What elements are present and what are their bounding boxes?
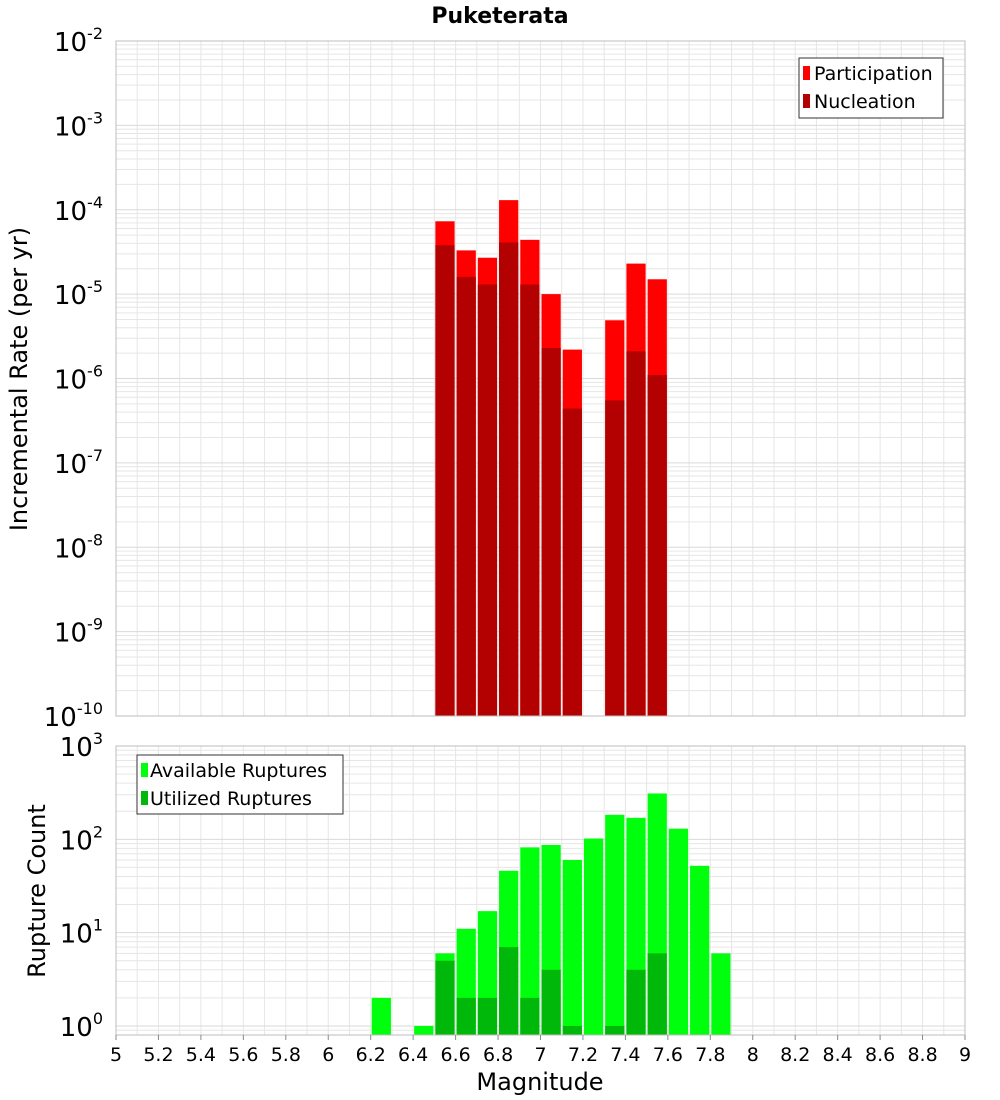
top-plot-frame (115, 40, 966, 717)
bar-utilized (605, 1025, 625, 1035)
x-tick-label: 7.4 (610, 1044, 640, 1066)
x-tick-label: 8.2 (780, 1044, 810, 1066)
x-axis-label: Magnitude (476, 1068, 603, 1096)
top-panel: 10-10 10-9 10-8 10-7 10-6 10-5 10-4 10-3 10-2 In… (5, 24, 966, 733)
y-tick-label: 10-10 (44, 699, 103, 733)
y-tick-label: 100 (60, 1009, 103, 1043)
y-tick-label: 103 (60, 729, 103, 763)
bottom-legend: Available Ruptures Utilized Ruptures (136, 754, 344, 815)
y-tick-label: 10-3 (54, 108, 103, 142)
bar-available (605, 814, 625, 1035)
bar-nucleation (541, 347, 561, 716)
x-tick-label: 7.8 (695, 1044, 725, 1066)
y-tick-label: 10-5 (54, 277, 103, 311)
x-tick-label: 8.6 (865, 1044, 895, 1066)
bar-available (583, 838, 604, 1035)
bar-nucleation (605, 400, 625, 716)
bar-nucleation (562, 408, 582, 716)
bottom-panel: 100 101 102 103 5 5.2 5.4 5.6 5.8 6 6.2 6.4 6.6 6.8 7… (23, 729, 971, 1096)
x-tick-label: 5.6 (228, 1044, 258, 1066)
x-tick-label: 6.2 (356, 1044, 386, 1066)
y-tick-label: 10-7 (54, 446, 103, 480)
bottom-bars (371, 793, 731, 1035)
x-tick-label: 6.4 (398, 1044, 428, 1066)
x-tick-label: 7.6 (653, 1044, 683, 1066)
bar-nucleation (435, 245, 455, 717)
y-tick-label: 101 (60, 916, 103, 950)
y-tick-label: 10-6 (54, 362, 103, 396)
bar-utilized (456, 997, 476, 1035)
x-tick-label: 8.4 (823, 1044, 853, 1066)
legend-available-label: Available Ruptures (150, 760, 327, 782)
y-tick-label: 10-9 (54, 615, 103, 649)
legend-nucleation-swatch (803, 94, 810, 108)
bottom-legend-box (136, 754, 344, 815)
bar-utilized (626, 969, 646, 1035)
bar-utilized (477, 997, 498, 1035)
bar-utilized (499, 947, 519, 1035)
x-tick-label: 7 (534, 1044, 546, 1066)
legend-nucleation-label: Nucleation (814, 91, 916, 113)
bar-available (668, 828, 689, 1035)
y-tick-label: 10-8 (54, 530, 103, 564)
legend-participation-label: Participation (814, 63, 933, 85)
bar-nucleation (647, 375, 667, 716)
x-tick-label: 5.2 (143, 1044, 173, 1066)
bar-available (690, 865, 710, 1035)
y-tick-label: 102 (60, 822, 103, 856)
x-tick-label: 5.8 (271, 1044, 301, 1066)
bar-nucleation (456, 276, 476, 716)
bar-nucleation (520, 284, 540, 716)
bottom-gridlines (115, 745, 966, 1036)
x-tick-label: 5.4 (186, 1044, 216, 1066)
chart-title: Puketerata (431, 4, 568, 29)
bar-available (520, 847, 540, 1035)
x-tick-label: 5 (110, 1044, 122, 1066)
x-tick-label: 8 (747, 1044, 759, 1066)
x-ticks: 5 5.2 5.4 5.6 5.8 6 6.2 6.4 6.6 6.8 7 7.2 7.4 7.6 7.8 8… (110, 1035, 971, 1066)
bar-utilized (520, 997, 540, 1035)
legend-utilized-swatch (141, 791, 148, 805)
y-tick-label: 10-2 (54, 24, 103, 58)
bar-available (414, 1025, 434, 1035)
x-tick-label: 7.2 (568, 1044, 598, 1066)
bar-available (562, 860, 582, 1035)
x-tick-label: 6 (322, 1044, 334, 1066)
bar-nucleation (499, 242, 519, 716)
x-tick-label: 6.8 (483, 1044, 513, 1066)
bar-nucleation (626, 351, 646, 716)
bar-available (371, 997, 391, 1035)
bar-utilized (541, 969, 561, 1035)
bar-available (711, 953, 731, 1035)
top-legend: Participation Nucleation (798, 57, 944, 119)
legend-participation-swatch (803, 66, 810, 80)
y-tick-label: 10-4 (54, 193, 103, 227)
bar-nucleation (477, 284, 498, 716)
bar-utilized (647, 953, 667, 1035)
legend-utilized-label: Utilized Ruptures (150, 788, 312, 810)
bottom-y-ticks: 100 101 102 103 (60, 729, 103, 1043)
bar-utilized (562, 1025, 582, 1035)
top-y-ticks: 10-10 10-9 10-8 10-7 10-6 10-5 10-4 10-3 10-2 (44, 24, 103, 733)
x-tick-label: 6.6 (440, 1044, 470, 1066)
bar-utilized (435, 960, 455, 1035)
bottom-y-axis-label: Rupture Count (23, 804, 51, 978)
top-gridlines (115, 40, 966, 717)
legend-available-swatch (141, 763, 148, 777)
top-y-axis-label: Incremental Rate (per yr) (5, 227, 33, 531)
x-tick-label: 8.8 (907, 1044, 937, 1066)
x-tick-label: 9 (959, 1044, 971, 1066)
top-legend-box (798, 57, 944, 119)
top-bars (435, 200, 667, 717)
